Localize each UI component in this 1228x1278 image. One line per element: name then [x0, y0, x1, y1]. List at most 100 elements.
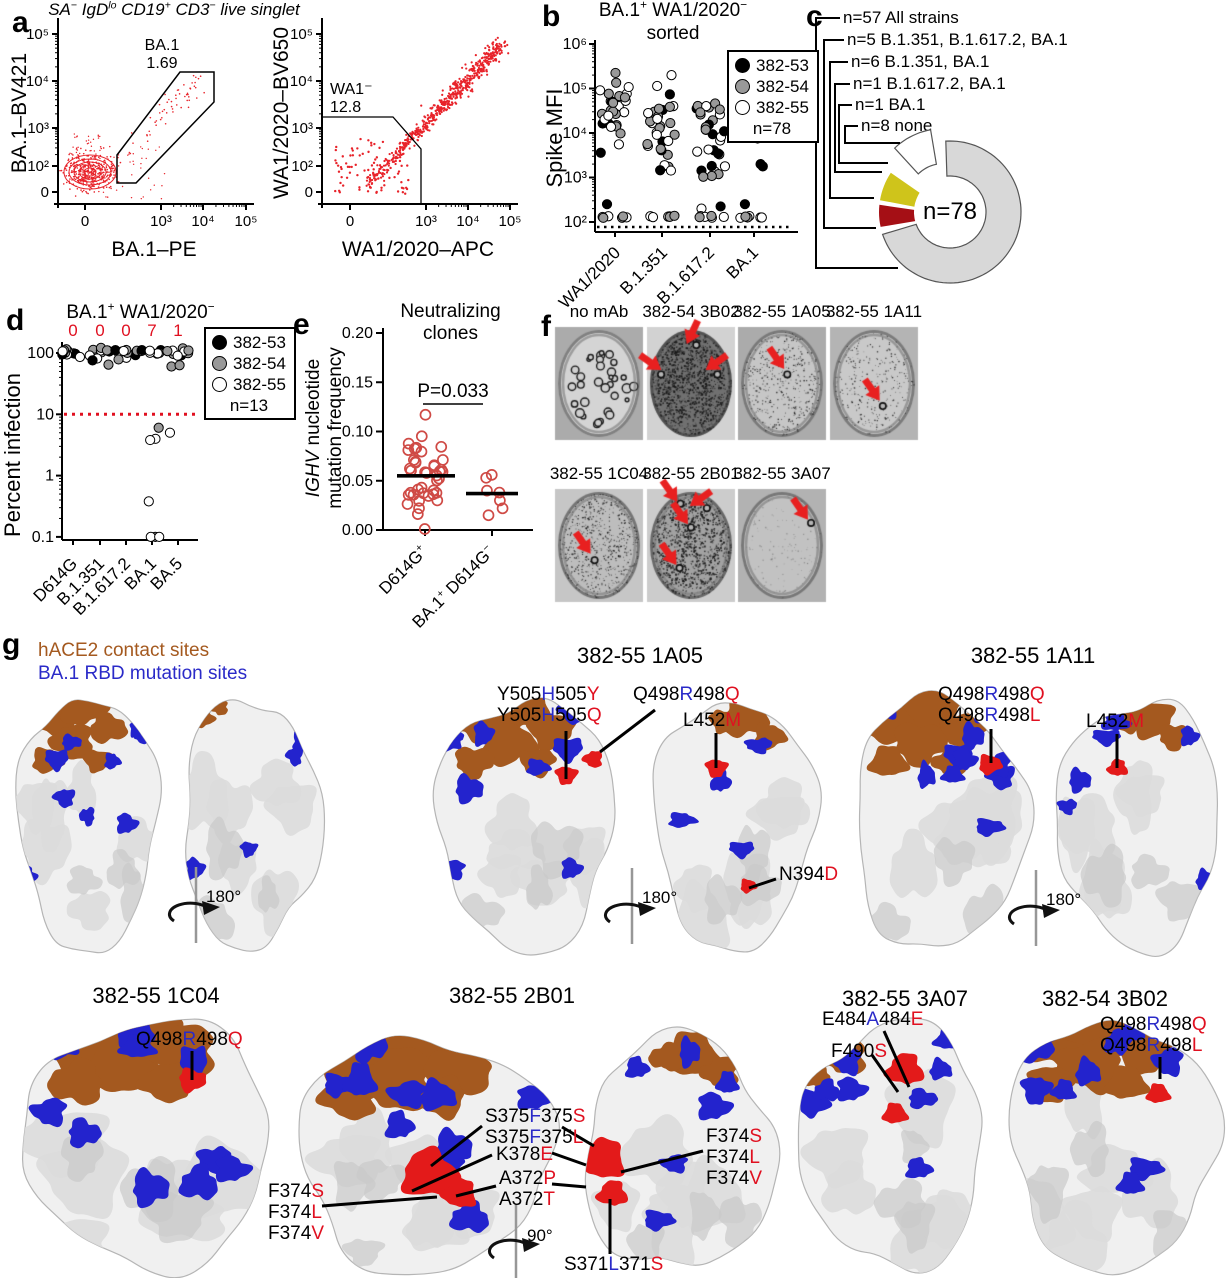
- svg-text:P=0.033: P=0.033: [417, 381, 488, 402]
- svg-text:1: 1: [173, 321, 182, 340]
- svg-text:0: 0: [121, 321, 130, 340]
- mutation-frequency-plot: 0.20 0.15 0.10 0.05 0.00 P=0.033: [342, 325, 533, 539]
- svg-text:1: 1: [45, 468, 54, 485]
- svg-text:10²: 10²: [291, 158, 313, 175]
- svg-text:10⁵: 10⁵: [499, 213, 522, 230]
- legend-label: 382-54: [756, 77, 809, 96]
- svg-text:0: 0: [41, 184, 49, 201]
- panel-label-f: f: [541, 310, 551, 343]
- mutation-annotation-y505: Y505H505Y Y505H505Q: [497, 684, 602, 726]
- mutation-annotation-f374-left: F374S F374L F374V: [268, 1181, 324, 1244]
- mutation-annotation-l452-1a05: L452M: [683, 710, 742, 731]
- legend-ba1-sites: BA.1 RBD mutation sites: [38, 663, 248, 684]
- well-label-2b01: 382-55 2B01: [642, 464, 740, 483]
- structure-title-3a07: 382-55 3A07: [842, 986, 968, 1011]
- svg-text:10²: 10²: [27, 158, 49, 175]
- svg-text:10⁵: 10⁵: [235, 213, 258, 230]
- structure-title-2b01: 382-55 2B01: [449, 983, 575, 1008]
- slice-label-all-strains: n=57 All strains: [843, 8, 959, 27]
- svg-text:100: 100: [27, 345, 54, 362]
- panel-e-subtitle: clones: [423, 323, 478, 344]
- svg-text:10³: 10³: [27, 120, 49, 137]
- legend-label: 382-55: [233, 375, 286, 394]
- rotation-90-label: 90°: [527, 1226, 553, 1245]
- marker-382-55: [735, 100, 750, 115]
- svg-text:10³: 10³: [564, 170, 588, 187]
- mutation-annotation-f490: F490S: [831, 1041, 887, 1062]
- legend-d: 382-53 382-54 382-55 n=13: [204, 327, 296, 420]
- svg-text:10⁵: 10⁵: [290, 26, 313, 43]
- panel-label-b: b: [542, 0, 561, 33]
- panel-e-title: Neutralizing: [400, 301, 501, 322]
- panel-label-d: d: [6, 304, 25, 337]
- legend-label: 382-53: [233, 333, 286, 352]
- slice-label-none: n=8 none: [861, 116, 933, 135]
- svg-text:WA1/2020–BV650: WA1/2020–BV650: [272, 27, 293, 199]
- svg-text:0: 0: [81, 213, 89, 230]
- svg-text:BA.1–BV421: BA.1–BV421: [10, 53, 31, 173]
- well-label-1c04: 382-55 1C04: [549, 464, 649, 483]
- panel-b-subtitle: sorted: [646, 23, 700, 44]
- svg-text:0: 0: [68, 321, 77, 340]
- panel-label-c: c: [806, 0, 823, 33]
- svg-text:0.00: 0.00: [342, 522, 373, 539]
- svg-text:10²: 10²: [564, 214, 588, 231]
- svg-text:0.15: 0.15: [342, 374, 373, 391]
- mutation-annotation-s371: S371L371S: [564, 1254, 664, 1275]
- well-label-1a11: 382-55 1A11: [825, 302, 923, 321]
- slice-label-n6: n=6 B.1.351, BA.1: [851, 52, 990, 71]
- mutation-annotation-a372: A372P A372T: [499, 1168, 557, 1210]
- marker-382-54: [212, 356, 227, 371]
- legend-label: 382-53: [756, 56, 809, 75]
- rotation-180-label: 180°: [206, 887, 242, 906]
- svg-text:BA.1: BA.1: [145, 37, 180, 54]
- svg-text:10⁴: 10⁴: [26, 73, 49, 90]
- svg-text:10³: 10³: [291, 120, 313, 137]
- svg-text:10⁴: 10⁴: [456, 213, 479, 230]
- svg-text:0: 0: [346, 213, 354, 230]
- donut-center-label: n=78: [922, 198, 978, 225]
- mutation-annotation-q498-1a05: Q498R498Q: [633, 684, 740, 705]
- svg-text:1.69: 1.69: [146, 55, 177, 72]
- mutation-annotation-l452-1a11: L452M: [1086, 711, 1145, 732]
- svg-text:WA1/2020–APC: WA1/2020–APC: [342, 238, 494, 261]
- svg-text:10³: 10³: [150, 213, 172, 230]
- svg-text:Spike MFI: Spike MFI: [542, 88, 567, 187]
- rbd-structures: [15, 690, 1226, 1278]
- svg-text:0: 0: [305, 184, 313, 201]
- spike-mfi-plot: 10⁶ 10⁵ 10⁴ 10³ 10² Spike MFI: [542, 36, 798, 237]
- svg-text:0: 0: [95, 321, 104, 340]
- svg-text:10⁵: 10⁵: [26, 26, 49, 43]
- structure-title-1a11: 382-55 1A11: [970, 643, 1096, 668]
- svg-text:WA1⁻: WA1⁻: [330, 81, 373, 98]
- rotation-180-label: 180°: [1046, 890, 1082, 909]
- panel-b-title: BA.1+ WA1/2020−: [598, 0, 748, 21]
- mutation-annotation-e484: E484A484E: [822, 1009, 924, 1030]
- svg-text:10⁵: 10⁵: [563, 81, 587, 98]
- slice-label-n1a: n=1 B.1.617.2, BA.1: [853, 74, 1006, 93]
- svg-text:0.10: 0.10: [342, 424, 373, 441]
- marker-382-54: [735, 79, 750, 94]
- svg-text:10⁴: 10⁴: [562, 125, 587, 142]
- slice-label-n5: n=5 B.1.351, B.1.617.2, BA.1: [847, 30, 1068, 49]
- ighv-axis-line2: mutation frequency: [325, 347, 346, 509]
- svg-text:10⁴: 10⁴: [191, 213, 214, 230]
- structure-title-1c04: 382-55 1C04: [92, 983, 220, 1008]
- flow-plot-wa1: 10⁵ 10⁴ 10³ 10² 0 0 10³ 10⁴ 10⁵ WA1/2020–APC WA1/2…: [272, 18, 522, 261]
- well-label-3b02: 382-54 3B02: [642, 302, 740, 321]
- svg-text:10⁶: 10⁶: [563, 36, 587, 53]
- gating-strategy-title: SA− IgDlo CD19+ CD3− live singlet: [48, 0, 300, 19]
- marker-382-53: [212, 335, 227, 350]
- svg-text:Percent infection: Percent infection: [0, 373, 25, 537]
- slice-label-n1b: n=1 BA.1: [855, 95, 926, 114]
- legend-label: 382-55: [756, 98, 809, 117]
- mutation-annotation-s375: S375F375S S375F375L: [485, 1106, 586, 1148]
- svg-text:0.20: 0.20: [342, 325, 373, 342]
- svg-text:10³: 10³: [415, 213, 437, 230]
- structure-title-1a05: 382-55 1A05: [577, 643, 703, 668]
- structure-title-3b02: 382-54 3B02: [1042, 986, 1168, 1011]
- legend-n: n=78: [752, 119, 792, 138]
- legend-n: n=13: [229, 396, 269, 415]
